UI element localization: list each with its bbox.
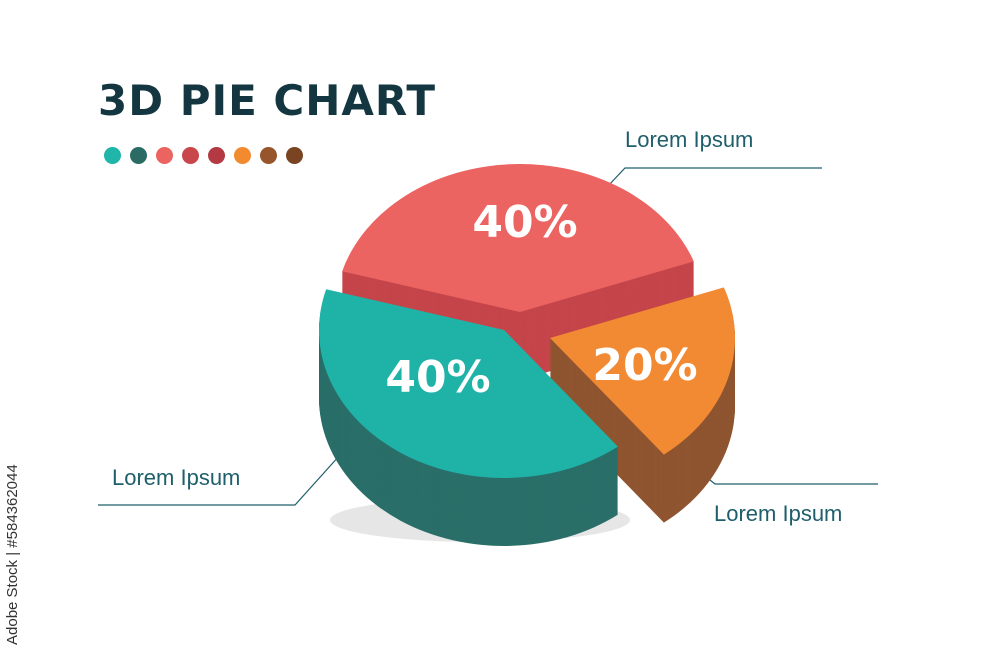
palette-dot — [234, 147, 251, 164]
watermark-credit: Adobe Stock | #584362044 — [4, 464, 21, 645]
palette-dot — [208, 147, 225, 164]
palette-dot — [286, 147, 303, 164]
slice-top — [342, 164, 694, 312]
palette-dot — [260, 147, 277, 164]
slice-percent-label: 20% — [592, 340, 697, 391]
label-red-slice: Lorem Ipsum — [625, 127, 754, 152]
palette-dot — [130, 147, 147, 164]
chart-title: 3D PIE CHART — [98, 76, 437, 125]
slice-percent-label: 40% — [385, 352, 490, 403]
pie-slice — [319, 289, 618, 547]
slice-top — [319, 289, 618, 479]
label-teal-slice: Lorem Ipsum — [112, 465, 241, 490]
slice-top — [550, 287, 735, 455]
pie-slice — [550, 287, 736, 523]
label-orange-slice: Lorem Ipsum — [714, 501, 843, 526]
palette-dot — [182, 147, 199, 164]
palette-dot — [156, 147, 173, 164]
leader-line — [98, 454, 341, 506]
palette-dot — [104, 147, 121, 164]
slice-percent-label: 40% — [472, 197, 577, 248]
color-palette — [104, 147, 303, 164]
